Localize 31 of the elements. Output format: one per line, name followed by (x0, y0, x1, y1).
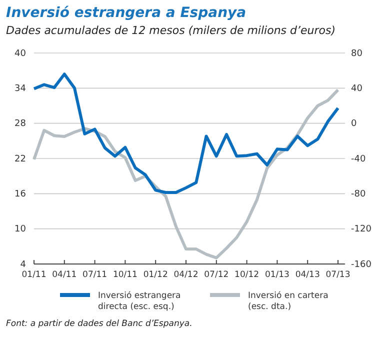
y-tick-label: 34 (14, 84, 26, 94)
y2-tick-label: -120 (351, 224, 372, 235)
x-tick-label: 10/12 (234, 270, 260, 280)
x-tick-label: 10/11 (112, 270, 138, 280)
y-tick-label: 40 (14, 48, 26, 59)
x-tick-label: 01/13 (264, 270, 290, 280)
x-tick-label: 07/12 (204, 270, 229, 280)
y2-tick-label: -40 (351, 154, 366, 164)
y2-tick-label: -160 (351, 260, 372, 270)
x-tick-label: 04/13 (295, 270, 320, 280)
line-series (32, 72, 340, 194)
y-tick-label: 22 (14, 154, 26, 164)
y-tick-label: 28 (14, 119, 26, 130)
x-tick-label: 04/12 (174, 270, 198, 280)
y-tick-label: 4 (20, 260, 26, 270)
y2-tick-label: 80 (351, 48, 363, 59)
x-tick-label: 01/12 (143, 270, 168, 280)
x-tick-label: 01/11 (22, 270, 46, 280)
y2-tick-label: -80 (351, 190, 366, 200)
x-tick-label: 07/13 (326, 270, 350, 280)
x-tick-label: 04/11 (52, 270, 77, 280)
legend-label: Inversió estrangera directa (esc. esq.) (98, 291, 181, 312)
y-tick-label: 10 (14, 224, 26, 235)
chart-title: Inversió estrangera a Espanya (6, 5, 246, 21)
y-tick-label: 16 (14, 190, 26, 200)
text: Font: a partir de dades del Banc d’Espanya. (6, 319, 192, 329)
y2-tick-label: 0 (351, 119, 357, 130)
x-tick-label: 07/11 (82, 270, 108, 280)
chart-subtitle: Dades acumulades de 12 mesos (milers de milions d’euros) (6, 24, 336, 37)
y2-tick-label: 40 (351, 84, 363, 94)
legend-label: Inversió en cartera (esc. dta.) (248, 291, 328, 312)
